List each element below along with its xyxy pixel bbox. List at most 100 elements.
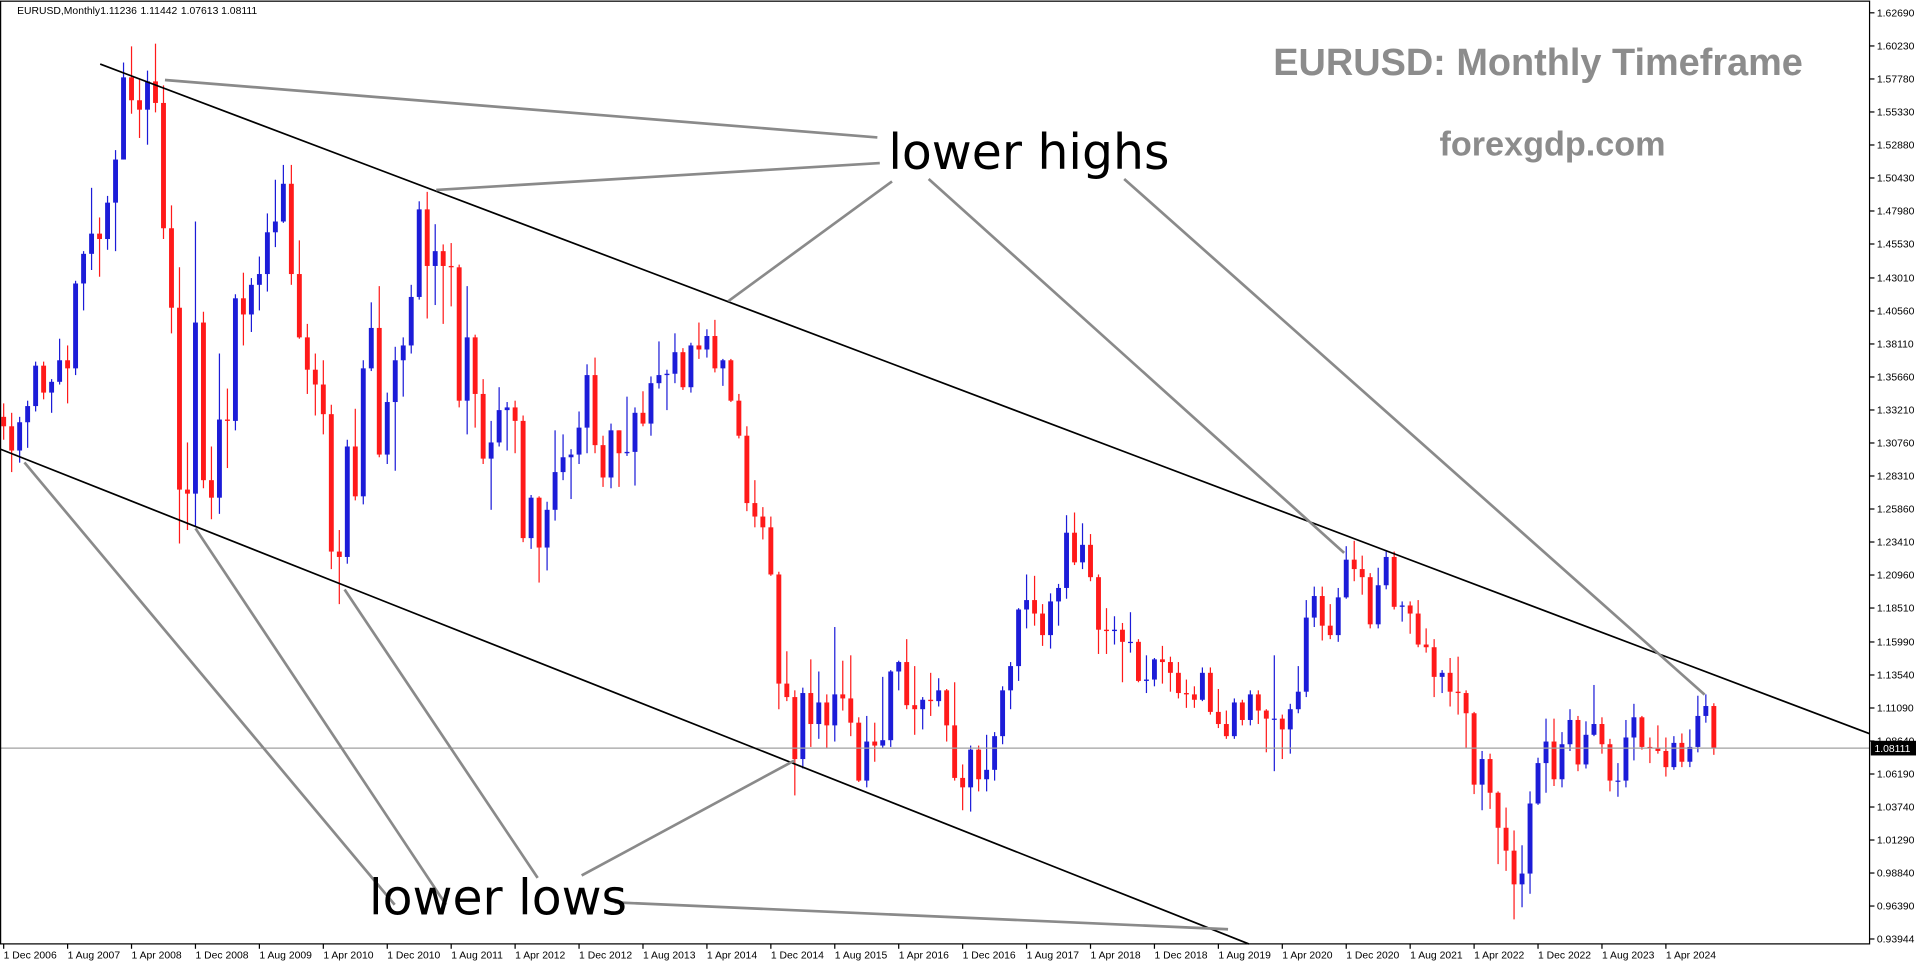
candle-body: [776, 574, 782, 684]
candle-body: [145, 81, 150, 110]
candle-body: [712, 336, 718, 369]
candle-body: [1024, 600, 1030, 610]
x-tick-label: 1 Apr 2018: [1091, 951, 1141, 962]
pointer-line: [343, 588, 539, 879]
x-tick-label: 1 Apr 2016: [899, 951, 949, 962]
candle-body: [752, 503, 758, 517]
candle-body: [1511, 850, 1517, 885]
candle-body: [720, 360, 726, 369]
candle-body: [1335, 597, 1341, 636]
y-tick-label: 0.93944: [1877, 935, 1915, 946]
candle-body: [848, 698, 854, 723]
candle-body: [137, 100, 142, 110]
candle-body: [472, 337, 478, 394]
x-tick-label: 1 Aug 2013: [643, 951, 696, 962]
y-tick-label: 1.35660: [1877, 373, 1915, 384]
candle-body: [1655, 748, 1661, 751]
pointer-line: [581, 759, 795, 877]
candle-body: [1032, 600, 1038, 614]
candle-body: [952, 725, 958, 778]
candle-body: [424, 209, 430, 266]
candle-body: [1000, 690, 1006, 737]
candle-body: [1080, 544, 1085, 563]
candle-body: [312, 369, 318, 385]
candle-body: [744, 435, 750, 504]
candle-body: [1112, 629, 1117, 632]
candle-body: [9, 426, 15, 451]
candle-body: [592, 375, 598, 446]
y-tick-label: 1.03740: [1877, 803, 1915, 814]
y-tick-label: 1.15990: [1877, 638, 1915, 649]
candle-body: [336, 551, 342, 557]
candle-body: [1503, 827, 1509, 851]
candle-body: [704, 336, 710, 350]
y-tick-label: 1.20960: [1877, 571, 1915, 582]
candle-body: [640, 412, 646, 424]
x-tick-label: 1 Apr 2008: [132, 951, 182, 962]
candle-body: [584, 375, 590, 428]
candle-body: [1519, 873, 1525, 885]
candle-body: [1375, 585, 1381, 625]
candle-body: [1607, 744, 1613, 781]
pointer-line: [164, 78, 878, 139]
candle-body: [1367, 577, 1373, 625]
candle-body: [1048, 601, 1053, 636]
candle-body: [1567, 719, 1573, 745]
candle-body: [688, 345, 694, 388]
candle-body: [224, 419, 230, 421]
candle-body: [1463, 693, 1469, 714]
y-tick-label: 1.43010: [1877, 274, 1915, 285]
y-tick-label: 1.18510: [1877, 604, 1915, 615]
candle-body: [976, 749, 982, 780]
candle-body: [1399, 605, 1405, 607]
candle-body: [936, 690, 942, 702]
candle-body: [1008, 666, 1014, 691]
candle-body: [1487, 759, 1493, 793]
candle-body: [177, 307, 182, 490]
candle-body: [1136, 641, 1141, 681]
candle-body: [240, 298, 246, 315]
x-tick-label: 1 Dec 2012: [579, 951, 632, 962]
candle-body: [872, 741, 878, 746]
candle-body: [81, 253, 87, 284]
candle-body: [1407, 605, 1413, 614]
candle-body: [264, 232, 270, 275]
candle-body: [1615, 780, 1621, 782]
x-tick-label: 1 Aug 2007: [68, 951, 121, 962]
candle-body: [153, 81, 158, 103]
candle-body: [376, 327, 382, 455]
y-tick-label: 1.45530: [1877, 240, 1915, 251]
candle-body: [185, 489, 190, 494]
candle-body: [1711, 706, 1717, 749]
candle-body: [49, 381, 55, 393]
candle-body: [1391, 556, 1397, 607]
candle-body: [1431, 647, 1437, 677]
candle-body: [33, 365, 39, 407]
candle-body: [1223, 724, 1229, 737]
candle-body: [1423, 644, 1429, 648]
candle-body: [1455, 691, 1461, 694]
candle-body: [1151, 659, 1157, 680]
candle-body: [1287, 709, 1293, 730]
candle-body: [416, 209, 422, 297]
candle-body: [792, 697, 798, 760]
candle-body: [89, 233, 95, 254]
symbol-label: EURUSD,Monthly: [17, 6, 101, 17]
y-tick-label: 1.01290: [1877, 836, 1915, 847]
candle-body: [201, 322, 206, 481]
candle-body: [944, 690, 950, 726]
candle-body: [824, 702, 830, 726]
candle-body: [544, 509, 550, 548]
plot-border: [0, 0, 1871, 945]
pointer-line: [194, 527, 448, 906]
candle-body: [328, 414, 334, 552]
candle-body: [904, 662, 910, 706]
candle-body: [632, 412, 638, 452]
candle-body: [1671, 742, 1677, 768]
candle-body: [216, 419, 222, 498]
candle-body: [696, 345, 702, 350]
candle-body: [1271, 718, 1277, 720]
pointer-line: [614, 901, 1229, 931]
x-tick-label: 1 Dec 2016: [963, 951, 1016, 962]
candle-body: [1583, 734, 1589, 765]
